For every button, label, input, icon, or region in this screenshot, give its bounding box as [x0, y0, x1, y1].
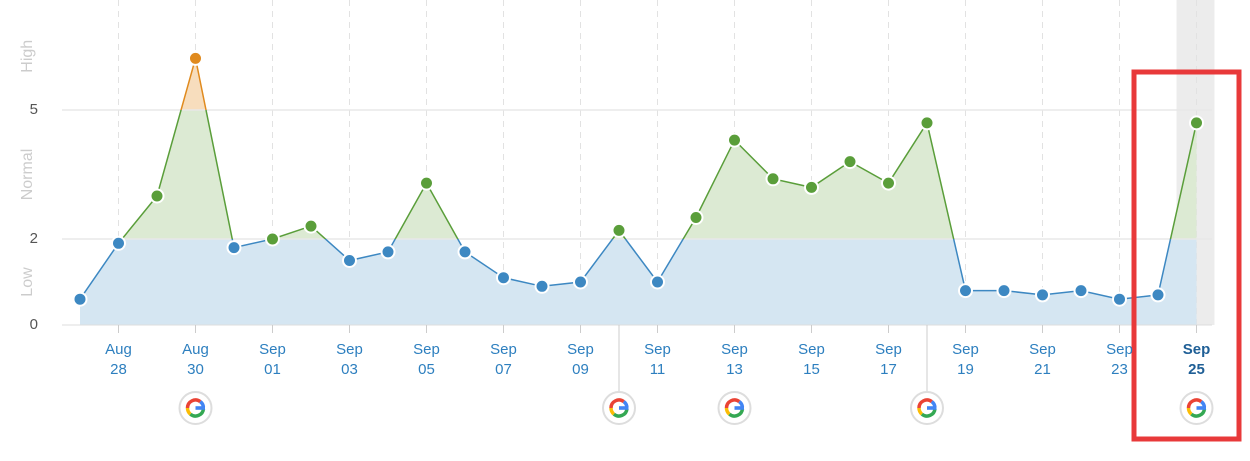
- x-tick-label: Sep 15: [798, 341, 825, 378]
- x-tick-label: Sep 25: [1182, 341, 1211, 378]
- data-point: [1112, 291, 1127, 307]
- data-point: [342, 253, 357, 268]
- y-tick-label: 5: [30, 101, 38, 118]
- x-tick-label: Sep 09: [567, 341, 594, 378]
- data-point: [611, 222, 627, 238]
- y-tick-label: 0: [30, 316, 38, 333]
- data-point: [573, 274, 588, 290]
- data-point: [419, 175, 434, 191]
- google-update-icon[interactable]: [717, 391, 752, 425]
- data-point: [688, 210, 704, 225]
- data-point: [765, 171, 781, 187]
- x-tick-label: Sep 21: [1029, 341, 1056, 378]
- data-point: [496, 270, 511, 286]
- data-point: [996, 283, 1012, 299]
- highlight-frame: [1131, 69, 1242, 442]
- band-label: High: [19, 40, 36, 73]
- data-point: [919, 115, 935, 131]
- y-tick-label: 2: [30, 230, 38, 247]
- band-label: Low: [19, 267, 36, 297]
- x-tick-label: Sep 01: [259, 341, 286, 378]
- area: [122, 110, 1197, 239]
- google-update-icon[interactable]: [178, 391, 213, 425]
- x-tick-label: Sep 23: [1106, 341, 1133, 378]
- data-point: [842, 154, 858, 170]
- google-update-icon[interactable]: [910, 325, 944, 425]
- x-tick-label: Sep 19: [952, 341, 979, 378]
- area: [80, 239, 1197, 325]
- data-point: [188, 50, 203, 66]
- data-point: [958, 283, 973, 299]
- data-point: [1189, 115, 1204, 131]
- data-point: [265, 231, 280, 247]
- data-point: [804, 179, 819, 195]
- data-point: [1150, 287, 1166, 303]
- x-tick-label: Sep 13: [721, 341, 748, 378]
- x-tick-label: Aug 28: [105, 341, 132, 378]
- data-point: [534, 278, 550, 294]
- data-point: [111, 235, 126, 251]
- google-update-icon[interactable]: [1179, 391, 1214, 425]
- x-tick-label: Sep 11: [644, 341, 671, 378]
- data-point: [149, 188, 165, 204]
- x-tick-label: Sep 07: [490, 341, 517, 378]
- data-point: [226, 240, 242, 256]
- data-point: [727, 132, 742, 148]
- x-tick-label: Sep 17: [875, 341, 902, 378]
- band-label: Normal: [19, 149, 36, 201]
- area: [181, 58, 206, 110]
- data-point: [1073, 283, 1089, 299]
- x-tick-label: Sep 03: [336, 341, 363, 378]
- data-point: [72, 291, 88, 307]
- data-point: [380, 244, 396, 260]
- data-point: [457, 244, 473, 260]
- data-point: [881, 175, 896, 191]
- x-tick-label: Aug 30: [182, 341, 209, 378]
- data-point: [650, 274, 665, 290]
- google-update-icon[interactable]: [602, 325, 636, 425]
- data-point: [1035, 287, 1050, 303]
- x-tick-label: Sep 05: [413, 341, 440, 378]
- data-point: [303, 218, 319, 234]
